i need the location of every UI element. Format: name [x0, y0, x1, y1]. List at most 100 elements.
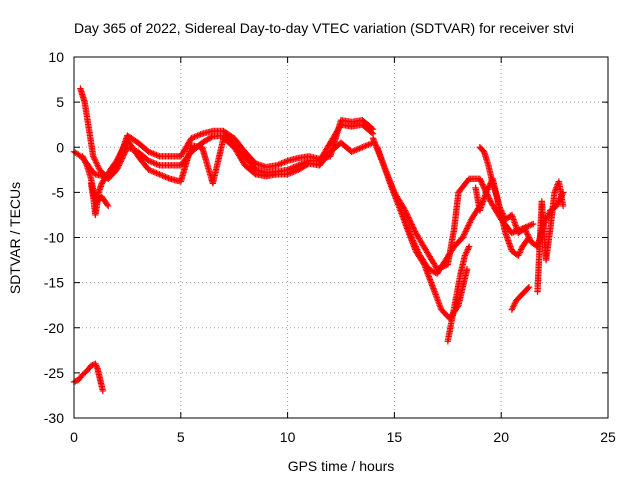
data-point — [525, 232, 532, 240]
data-point — [150, 159, 157, 166]
data-point — [526, 235, 533, 243]
data-point — [496, 204, 503, 211]
data-point — [463, 265, 471, 273]
x-axis-label: GPS time / hours — [288, 458, 395, 474]
data-point — [273, 162, 281, 169]
data-point — [354, 145, 361, 153]
data-point — [165, 174, 172, 182]
data-point — [92, 157, 99, 164]
data-point — [515, 252, 522, 259]
data-point — [115, 153, 123, 160]
data-point — [523, 229, 531, 237]
data-point — [522, 226, 529, 234]
data-point — [159, 172, 166, 179]
data-point — [479, 181, 486, 188]
data-point — [150, 168, 157, 175]
data-point — [526, 222, 534, 229]
y-tick-label: -25 — [44, 365, 64, 381]
data-point — [524, 285, 532, 292]
y-tick-label: -15 — [44, 275, 64, 291]
data-point — [281, 158, 288, 166]
data-point — [93, 160, 100, 167]
data-points — [70, 85, 567, 395]
data-point — [189, 134, 197, 141]
data-point — [362, 142, 369, 150]
data-point — [114, 156, 121, 163]
data-point — [559, 202, 567, 210]
data-point — [360, 143, 368, 150]
data-point — [497, 205, 504, 213]
data-point — [429, 268, 437, 275]
data-point — [92, 360, 99, 368]
data-point — [148, 158, 156, 166]
data-point — [524, 231, 531, 238]
data-point — [366, 140, 374, 148]
data-point — [147, 158, 154, 165]
data-point — [407, 218, 414, 225]
data-point — [147, 167, 154, 174]
grid-lines — [74, 57, 608, 418]
data-point — [284, 171, 291, 178]
data-point — [465, 220, 473, 228]
data-point — [154, 170, 162, 177]
data-point — [462, 228, 469, 235]
data-point — [292, 167, 299, 175]
data-point — [114, 163, 122, 171]
data-point — [290, 168, 297, 175]
data-point — [104, 201, 111, 208]
data-point — [117, 149, 125, 156]
data-point — [476, 175, 484, 183]
data-point — [118, 147, 125, 155]
x-tick-label: 10 — [280, 429, 296, 445]
data-point — [104, 202, 112, 210]
data-point — [113, 157, 120, 164]
data-point — [293, 167, 300, 174]
data-point — [477, 177, 484, 184]
data-point — [276, 160, 284, 168]
data-point — [466, 219, 474, 226]
data-point — [90, 153, 97, 160]
data-point — [145, 166, 152, 174]
data-point — [116, 159, 124, 166]
data-point — [463, 225, 471, 232]
data-point — [92, 362, 100, 369]
data-point — [120, 143, 128, 151]
data-point — [500, 211, 507, 219]
data-point — [81, 157, 88, 164]
data-point — [94, 162, 101, 169]
data-point — [522, 228, 530, 235]
data-point — [528, 221, 535, 228]
data-point — [485, 183, 493, 190]
data-point — [428, 267, 435, 274]
data-point — [153, 151, 160, 159]
data-point — [197, 131, 204, 138]
data-point — [191, 133, 198, 141]
data-point — [525, 234, 533, 241]
data-point — [511, 300, 518, 307]
y-tick-label: -30 — [44, 410, 64, 426]
data-point — [407, 219, 415, 227]
data-point — [409, 222, 416, 230]
data-point — [162, 173, 169, 181]
data-point — [95, 163, 102, 171]
data-point — [478, 179, 486, 187]
data-point — [353, 146, 360, 154]
data-point — [153, 169, 160, 177]
data-point — [72, 378, 79, 385]
data-point — [463, 226, 470, 234]
data-point — [80, 154, 87, 161]
data-point — [275, 161, 282, 168]
chart-title: Day 365 of 2022, Sidereal Day-to-day VTE… — [74, 20, 574, 36]
data-point — [460, 232, 467, 240]
data-point — [525, 222, 532, 230]
data-point — [426, 266, 434, 274]
y-tick-label: 5 — [56, 94, 64, 110]
data-point — [93, 363, 100, 371]
data-point — [517, 246, 525, 253]
data-point — [460, 231, 468, 238]
data-point — [82, 160, 90, 167]
data-point — [157, 171, 165, 179]
data-point — [359, 144, 366, 151]
data-point — [495, 202, 503, 210]
data-point — [498, 208, 506, 216]
